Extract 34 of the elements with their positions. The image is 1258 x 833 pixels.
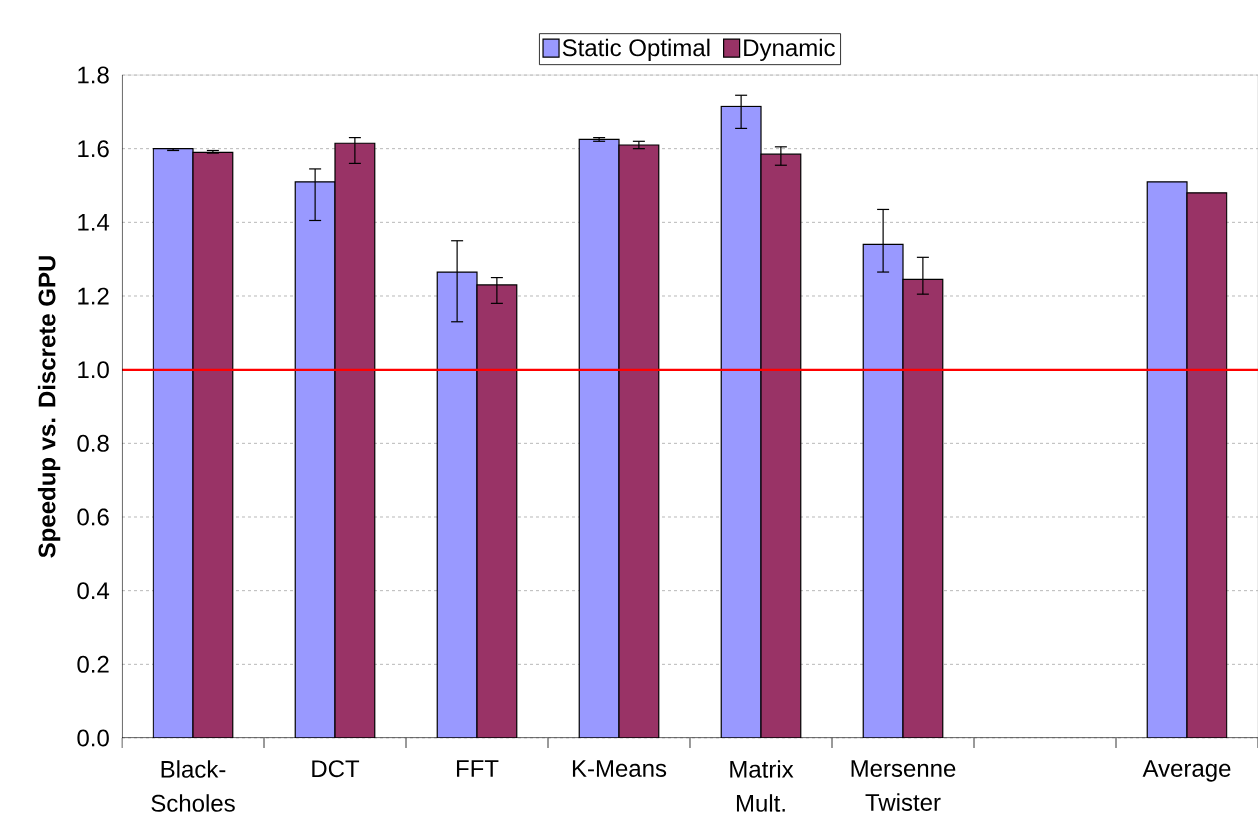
x-tick-label: Black-Scholes bbox=[151, 760, 235, 812]
bar bbox=[153, 148, 193, 738]
bar bbox=[903, 279, 943, 738]
x-tick-label: FFT bbox=[456, 760, 499, 777]
bar bbox=[721, 106, 761, 738]
y-tick-label: 1.4 bbox=[78, 214, 110, 231]
bar bbox=[335, 143, 375, 738]
legend-label: Static Optimal bbox=[562, 38, 710, 62]
bar bbox=[193, 152, 233, 738]
bar bbox=[579, 139, 619, 738]
y-tick-label: 1.0 bbox=[78, 361, 109, 379]
bar bbox=[1186, 192, 1228, 738]
bar bbox=[863, 244, 903, 738]
y-tick-label: 0.4 bbox=[77, 582, 110, 600]
bar bbox=[619, 144, 659, 738]
y-tick-label: 0.2 bbox=[77, 655, 109, 673]
y-axis-title: Speedup vs. Discrete GPU bbox=[37, 256, 61, 558]
x-tick-label: DCT bbox=[312, 760, 360, 778]
bar bbox=[477, 284, 517, 738]
bar bbox=[295, 181, 335, 738]
x-tick-label: Matrix Mult. bbox=[730, 760, 794, 812]
x-tick-label: K-Means bbox=[572, 760, 667, 777]
x-tick-label: Average bbox=[1142, 760, 1231, 782]
legend-label: Dynamic bbox=[744, 38, 835, 62]
bar bbox=[1146, 181, 1188, 738]
y-tick-label: 1.2 bbox=[78, 287, 109, 305]
x-tick-label: Mersenne Twister bbox=[851, 760, 956, 811]
bar bbox=[761, 154, 801, 738]
y-tick-label: 0.8 bbox=[77, 434, 109, 452]
y-tick-label: 0.6 bbox=[77, 508, 109, 526]
y-tick-label: 1.6 bbox=[78, 140, 109, 158]
bar bbox=[437, 272, 477, 738]
y-tick-label: 0.0 bbox=[77, 729, 109, 747]
y-tick-label: 1.8 bbox=[78, 66, 109, 84]
